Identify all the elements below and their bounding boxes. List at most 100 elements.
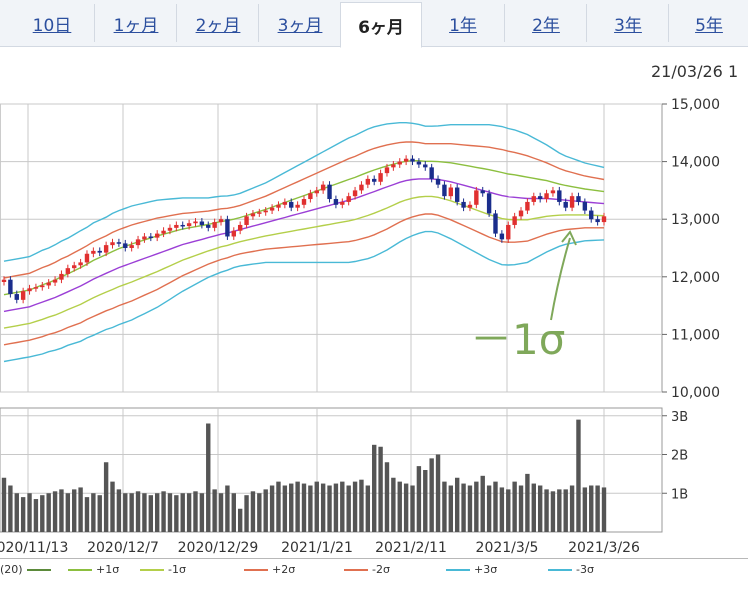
candle-body (423, 164, 428, 168)
candle-body (410, 158, 415, 162)
tab-3m[interactable]: 3ヶ月 (258, 4, 341, 42)
annotation-arrow (550, 237, 571, 321)
candle-body (557, 190, 562, 202)
price-tick-label: 11,000 (671, 327, 720, 343)
candle-body (225, 219, 230, 237)
tab-1m[interactable]: 1ヶ月 (94, 4, 177, 42)
volume-bar (486, 485, 492, 532)
volume-tick-label: 1B (671, 487, 688, 502)
candle-body (282, 201, 288, 205)
volume-bar (435, 454, 441, 532)
x-tick-label: 2021/2/11 (375, 540, 447, 556)
volume-bar (40, 495, 45, 532)
volume-bar (512, 481, 517, 532)
tab-1y[interactable]: 1年 (449, 15, 477, 36)
volume-bar (314, 481, 319, 532)
candle-body (199, 221, 205, 225)
volume-bar (103, 462, 109, 532)
tab-6m[interactable]: 6ヶ月 (340, 2, 422, 48)
candle-body (308, 193, 313, 200)
volume-bar (429, 458, 434, 532)
band-plus2 (3, 141, 605, 279)
candle-body (263, 210, 268, 213)
volume-bar (116, 489, 122, 532)
legend-plus2: +2σ (244, 563, 295, 576)
candle-body (403, 158, 409, 162)
candle-body (148, 236, 154, 238)
tab-2m[interactable]: 2ヶ月 (176, 4, 259, 42)
volume-bar (352, 481, 358, 532)
volume-bar (84, 497, 90, 532)
candle-body (442, 184, 447, 197)
candle-body (20, 291, 26, 300)
candle-body (506, 224, 511, 240)
candle-body (97, 250, 102, 253)
volume-bar (212, 489, 217, 532)
volume-bar (467, 485, 473, 532)
x-tick-label: 2020/11/13 (0, 540, 68, 556)
tab-5y[interactable]: 5年 (668, 4, 748, 42)
volume-bar (397, 481, 402, 532)
volume-bar (403, 483, 409, 532)
volume-bar (129, 493, 134, 532)
candle-body (525, 201, 530, 211)
tab-10d[interactable]: 10日 (32, 15, 72, 36)
candle-body (174, 224, 179, 228)
volume-bar (410, 485, 415, 532)
volume-bar (135, 491, 141, 532)
candle-body (589, 210, 594, 220)
candle-body (550, 190, 556, 194)
volume-bar (142, 493, 147, 532)
candle-body (537, 196, 543, 200)
candle-body (467, 204, 473, 208)
price-axis: 15,000 14,000 13,000 12,000 11,000 10,000 (662, 97, 720, 401)
volume-grid (0, 407, 663, 533)
legend-minus3: -3σ (548, 563, 594, 576)
candle-body (14, 294, 19, 300)
x-tick-label: 2020/12/29 (178, 540, 259, 556)
volume-bar (448, 485, 454, 532)
volume-tick-label: 2B (671, 449, 688, 464)
candle-body (237, 224, 243, 231)
candle-body (84, 253, 90, 263)
candle-body (193, 221, 198, 224)
volume-bar (589, 485, 594, 532)
volume-bar (59, 489, 64, 532)
volume-bar (231, 493, 236, 532)
candle-body (486, 193, 492, 214)
tab-3y[interactable]: 3年 (586, 4, 669, 42)
candle-body (161, 230, 166, 234)
volume-bar (154, 493, 160, 532)
candle-body (346, 196, 351, 202)
candle-body (435, 178, 441, 185)
volume-bar (206, 423, 211, 532)
volume-bar (378, 446, 383, 532)
legend: (20) +1σ -1σ +2σ -2σ +3σ -3σ (0, 558, 748, 585)
legend-minus2: -2σ (344, 563, 390, 576)
volume-bar (569, 485, 575, 532)
tab-2y[interactable]: 2年 (504, 4, 587, 42)
volume-bar (576, 419, 581, 532)
candle-body (33, 287, 39, 289)
candle-body (365, 178, 371, 185)
price-tick-label: 14,000 (671, 155, 720, 171)
x-tick-label: 2021/3/26 (568, 540, 640, 556)
volume-bar (91, 493, 96, 532)
volume-bar (199, 493, 205, 532)
volume-bar (148, 495, 154, 532)
candle-body (110, 242, 115, 246)
band-plus1 (3, 159, 605, 296)
volume-bar (295, 481, 300, 532)
candle-body (397, 161, 402, 165)
volume-bar (46, 493, 51, 532)
candle-body (320, 184, 326, 191)
candle-body (391, 164, 396, 168)
candle-body (59, 273, 64, 280)
candle-body (289, 201, 294, 208)
candle-body (276, 204, 281, 208)
candle-body (269, 207, 275, 211)
volume-bar (263, 489, 268, 532)
volume-bar (493, 481, 498, 532)
volume-bar (595, 485, 600, 532)
volume-bar (531, 483, 536, 532)
